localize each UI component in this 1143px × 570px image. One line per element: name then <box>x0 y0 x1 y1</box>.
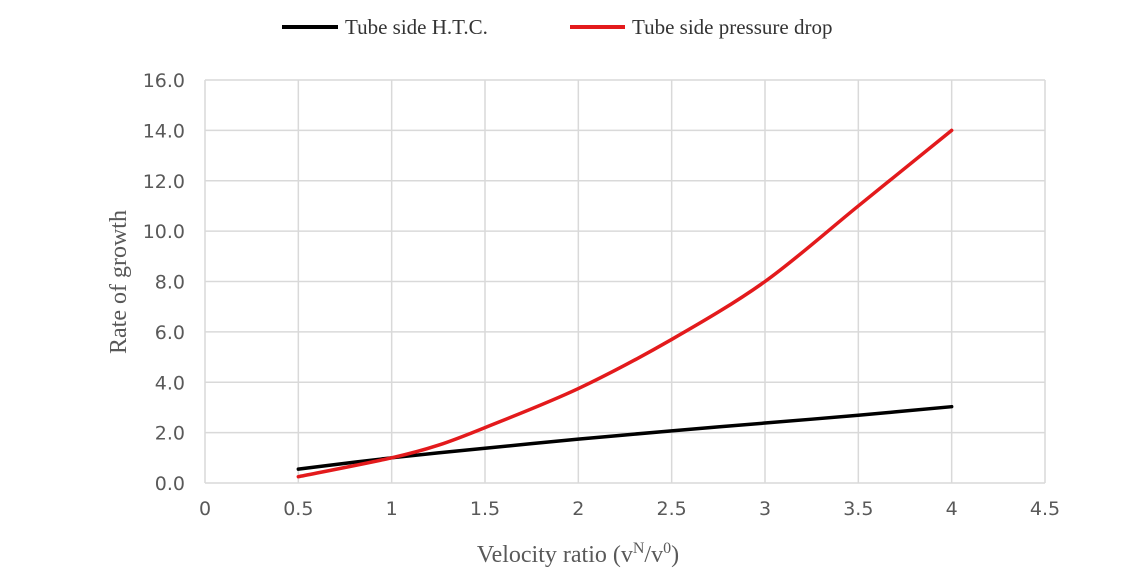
legend-label-htc: Tube side H.T.C. <box>345 15 488 39</box>
x-tick-label-0: 0 <box>199 498 211 520</box>
y-tick-label-7: 14.0 <box>143 120 185 142</box>
x-axis-title-end: ) <box>671 542 679 568</box>
x-tick-label-4: 2 <box>572 498 584 520</box>
x-tick-label-8: 4 <box>946 498 958 520</box>
x-axis-ticks: 0 0.5 1 1.5 2 2.5 3 3.5 4 4.5 <box>199 498 1060 520</box>
y-tick-label-1: 2.0 <box>155 423 185 445</box>
y-tick-label-4: 8.0 <box>155 272 185 294</box>
y-tick-label-6: 12.0 <box>143 171 185 193</box>
series-line-0 <box>296 404 954 471</box>
x-tick-label-9: 4.5 <box>1030 498 1060 520</box>
x-tick-label-2: 1 <box>386 498 398 520</box>
x-axis-title-sup-0: 0 <box>663 540 671 557</box>
y-tick-label-8: 16.0 <box>143 70 185 92</box>
y-axis-title: Rate of growth <box>106 210 132 354</box>
x-axis-title-main: Velocity ratio (v <box>477 542 633 568</box>
x-axis-title: Velocity ratio (vN/v0) <box>477 540 679 568</box>
legend: Tube side H.T.C. Tube side pressure drop <box>282 15 832 39</box>
x-tick-label-1: 0.5 <box>283 498 313 520</box>
grid <box>204 79 1046 484</box>
y-tick-label-2: 4.0 <box>155 372 185 394</box>
x-tick-label-3: 1.5 <box>470 498 500 520</box>
x-tick-label-7: 3.5 <box>843 498 873 520</box>
series-group <box>296 128 954 479</box>
x-tick-label-6: 3 <box>759 498 771 520</box>
y-tick-label-0: 0.0 <box>155 473 185 495</box>
series-line-1 <box>296 128 954 479</box>
y-axis-ticks: 0.0 2.0 4.0 6.0 8.0 10.0 12.0 14.0 16.0 <box>143 70 185 495</box>
legend-label-pressure-drop: Tube side pressure drop <box>632 15 832 39</box>
x-tick-label-5: 2.5 <box>657 498 687 520</box>
y-tick-label-3: 6.0 <box>155 322 185 344</box>
x-axis-title-mid: /v <box>644 542 663 568</box>
y-tick-label-5: 10.0 <box>143 221 185 243</box>
x-axis-title-sup-n: N <box>633 540 645 557</box>
